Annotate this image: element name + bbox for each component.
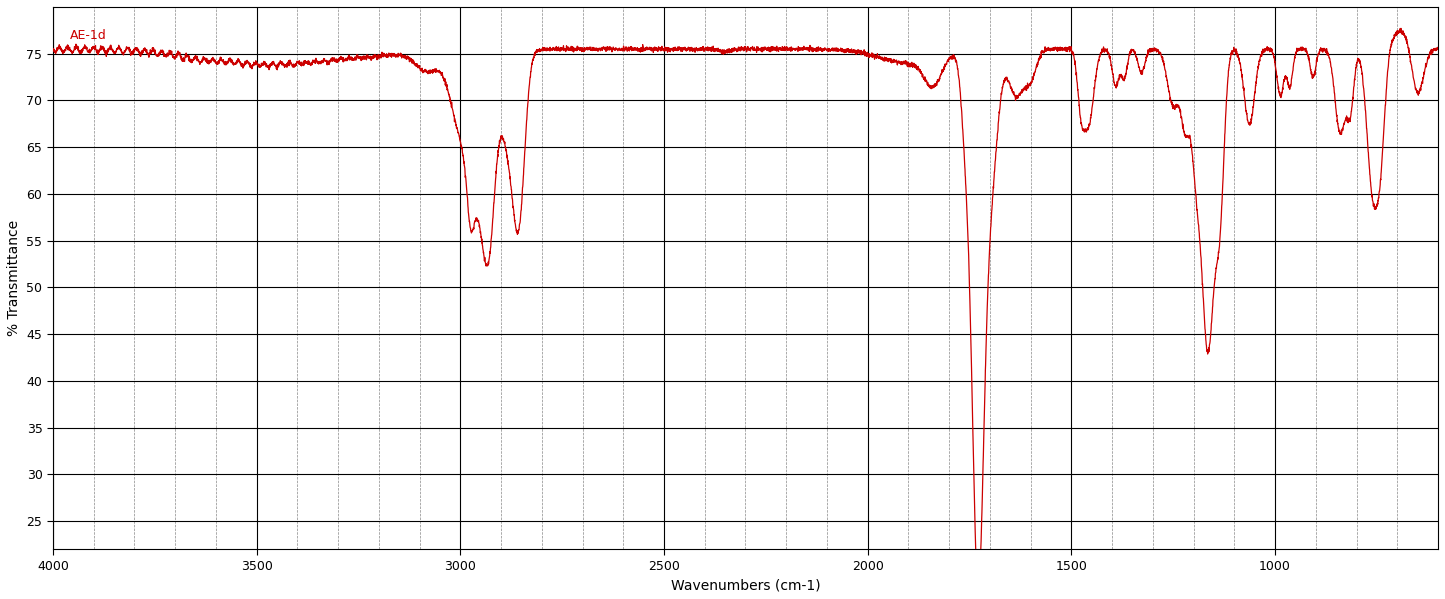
X-axis label: Wavenumbers (cm-1): Wavenumbers (cm-1) (670, 578, 821, 592)
Text: AE-1d: AE-1d (69, 29, 107, 41)
Y-axis label: % Transmittance: % Transmittance (7, 220, 20, 336)
